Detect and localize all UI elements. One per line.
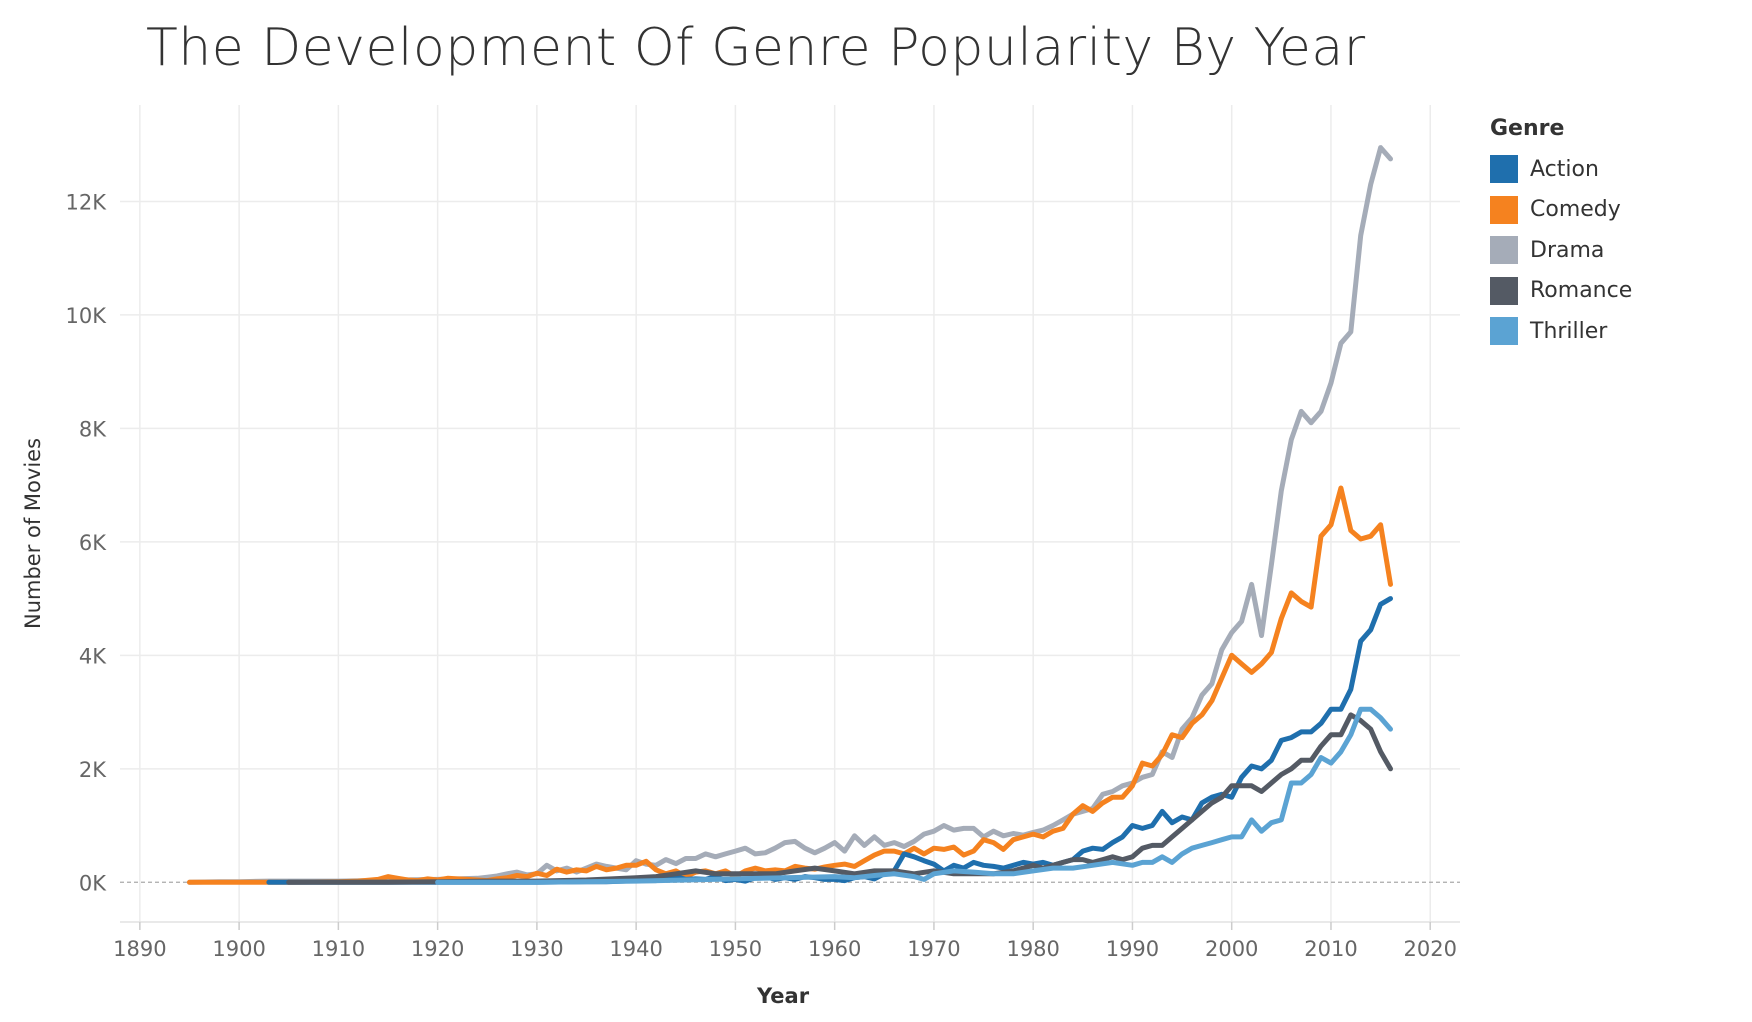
y-tick-label: 8K [79, 417, 107, 441]
x-tick-label: 1890 [113, 937, 166, 961]
chart-title: The Development Of Genre Popularity By Y… [146, 18, 1366, 78]
x-tick-label: 2010 [1304, 937, 1357, 961]
legend-label: Drama [1530, 237, 1605, 263]
x-tick-label: 1990 [1106, 937, 1159, 961]
y-tick-label: 6K [79, 531, 107, 555]
series-line-drama [187, 145, 1393, 885]
x-tick-label: 1970 [907, 937, 960, 961]
legend-title: Genre [1490, 116, 1565, 141]
legend-swatch [1490, 276, 1518, 305]
series-line-romance [286, 712, 1393, 885]
legend-label: Romance [1530, 278, 1633, 304]
x-tick-label: 1910 [312, 937, 365, 961]
axis-ticks: 1890 1900 1910 1920 1930 1940 1950 1960 1970 1980… [66, 190, 1457, 961]
legend-swatch [1490, 195, 1518, 224]
x-tick-label: 1950 [709, 937, 762, 961]
x-tick-label: 1960 [808, 937, 861, 961]
legend-label: Thriller [1530, 318, 1608, 344]
x-tick-label: 1940 [609, 937, 662, 961]
legend-item-action[interactable]: Action [1490, 149, 1632, 190]
y-tick-label: 0K [79, 871, 107, 895]
legend-swatch [1490, 155, 1518, 184]
y-tick-label: 12K [66, 190, 108, 214]
legend: Genre Action Comedy Drama Romance Thriller [1490, 116, 1632, 352]
x-tick-label: 1900 [212, 937, 265, 961]
legend-label: Action [1530, 156, 1599, 182]
x-tick-label: 2020 [1403, 937, 1456, 961]
series-lines [187, 145, 1393, 885]
legend-swatch [1490, 236, 1518, 265]
legend-item-comedy[interactable]: Comedy [1490, 190, 1632, 231]
legend-items: Action Comedy Drama Romance Thriller [1490, 149, 1632, 352]
legend-item-thriller[interactable]: Thriller [1490, 311, 1632, 352]
y-tick-label: 10K [66, 304, 108, 328]
y-axis-title: Number of Movies [21, 438, 45, 629]
x-tick-label: 1980 [1006, 937, 1059, 961]
series-line-comedy [187, 485, 1393, 885]
legend-label: Comedy [1530, 197, 1621, 223]
gridlines [120, 105, 1460, 923]
legend-item-romance[interactable]: Romance [1490, 271, 1632, 312]
legend-swatch [1490, 317, 1518, 346]
y-tick-label: 4K [79, 644, 107, 668]
series-line-thriller [435, 706, 1393, 885]
legend-item-drama[interactable]: Drama [1490, 230, 1632, 271]
x-tick-label: 1930 [510, 937, 563, 961]
x-tick-label: 2000 [1205, 937, 1258, 961]
x-tick-label: 1920 [411, 937, 464, 961]
y-tick-label: 2K [79, 758, 107, 782]
x-axis-title: Year [756, 984, 810, 1008]
